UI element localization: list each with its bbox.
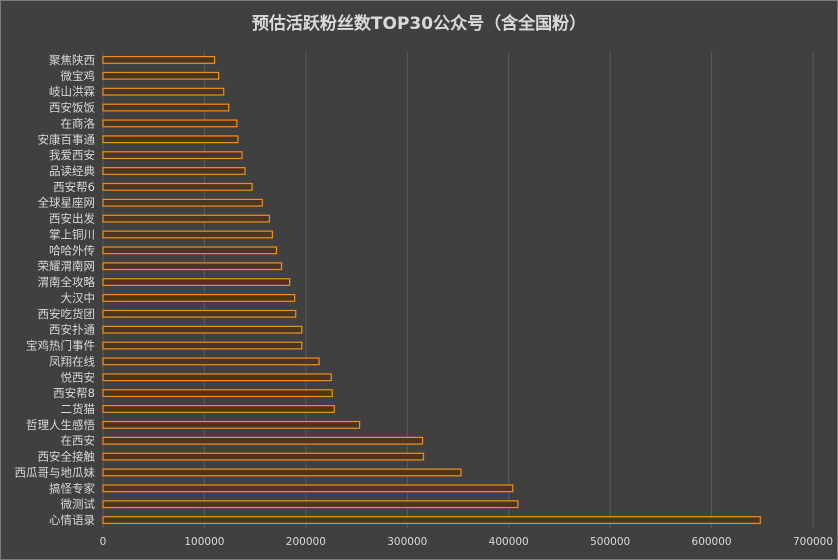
x-tick-label: 400000 [489, 536, 529, 548]
bar [102, 468, 462, 477]
category-label: 荣耀渭南网 [38, 259, 96, 273]
category-label: 凤翔在线 [49, 354, 95, 368]
bar [102, 56, 216, 64]
bars [102, 56, 761, 524]
bar [102, 119, 238, 128]
bar [102, 135, 239, 144]
x-tick-label: 200000 [286, 536, 326, 548]
x-tick-label: 0 [100, 536, 107, 548]
bar [102, 341, 303, 350]
category-label: 哈哈外传 [49, 243, 95, 257]
category-label: 搞怪专家 [49, 481, 95, 495]
category-label: 西安帮8 [53, 386, 95, 400]
bar [102, 500, 519, 509]
bar [102, 71, 220, 80]
category-label: 宝鸡热门事件 [26, 339, 95, 353]
x-axis-tick-labels: 0 100000 200000 300000 400000 500000 600000 700… [100, 536, 833, 548]
category-label: 西安饭饭 [49, 101, 95, 115]
bar [102, 214, 270, 223]
category-label: 微测试 [61, 497, 96, 511]
category-label: 我爱西安 [49, 148, 95, 162]
category-label: 品读经典 [49, 164, 95, 178]
bar [102, 420, 361, 429]
bar [102, 516, 761, 524]
bar [102, 246, 278, 255]
bar [102, 103, 230, 112]
category-label: 全球星座网 [38, 196, 96, 210]
x-tick-label: 300000 [387, 536, 427, 548]
category-label: 在西安 [61, 434, 96, 448]
bar [102, 230, 273, 239]
x-tick-label: 100000 [184, 536, 224, 548]
bar [102, 436, 424, 445]
category-label: 岐山洪霖 [49, 85, 95, 99]
bar [102, 405, 335, 413]
bar [102, 167, 246, 175]
x-tick-label: 500000 [590, 536, 630, 548]
bar [102, 198, 263, 207]
bar [102, 357, 320, 366]
category-label: 微宝鸡 [61, 69, 96, 83]
bar [102, 373, 332, 382]
bar [102, 182, 253, 191]
category-label: 聚焦陕西 [49, 53, 95, 67]
bar [102, 278, 291, 286]
bar [102, 484, 514, 493]
category-label: 大汉中 [61, 291, 96, 305]
chart-title: 预估活跃粉丝数TOP30公众号（含全国粉） [251, 14, 587, 34]
category-label: 掌上铜川 [49, 227, 95, 241]
category-label: 安康百事通 [38, 132, 96, 146]
category-label: 西安出发 [49, 212, 95, 226]
bar [102, 452, 425, 461]
bar [102, 262, 283, 271]
grid-lines [102, 52, 814, 528]
category-label: 西安全接触 [38, 450, 96, 464]
x-tick-label: 600000 [692, 536, 732, 548]
category-label: 心情语录 [49, 513, 95, 527]
bar [102, 309, 297, 318]
x-tick-label: 700000 [793, 536, 833, 548]
category-label: 西安吃货团 [38, 307, 96, 321]
category-label: 悦西安 [61, 370, 96, 384]
bar [102, 389, 333, 398]
category-label: 渭南全攻略 [38, 275, 96, 289]
category-label: 哲理人生感悟 [26, 418, 95, 432]
bar [102, 151, 243, 160]
category-label: 西瓜哥与地瓜妹 [15, 465, 96, 479]
category-label: 西安帮6 [53, 180, 95, 194]
category-label: 西安扑通 [49, 323, 95, 337]
bar [102, 325, 303, 334]
category-label: 在商洛 [61, 116, 96, 130]
bar [102, 87, 225, 96]
category-label: 二货猫 [61, 402, 96, 416]
bar [102, 294, 296, 302]
